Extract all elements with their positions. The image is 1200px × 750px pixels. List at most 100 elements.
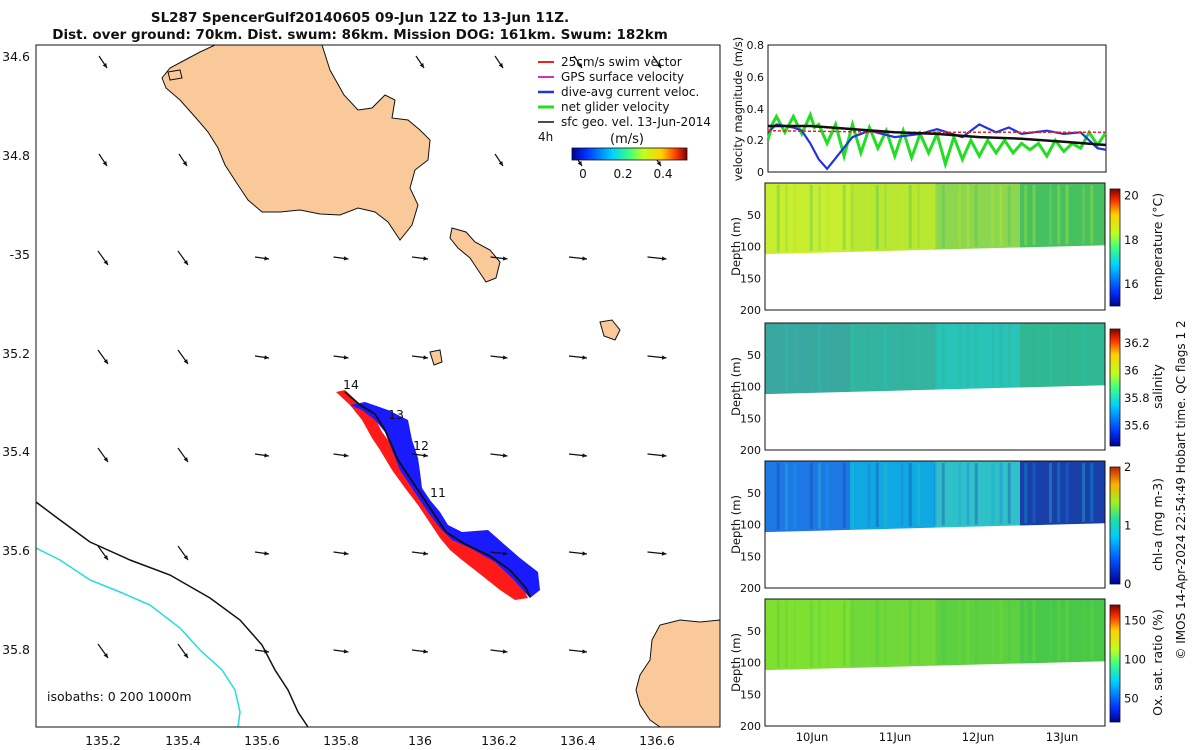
vel-ytick: 0.4 — [747, 103, 765, 116]
heatmap-colorbar — [1109, 328, 1121, 447]
geo-velocity-arrow — [490, 355, 508, 360]
geo-velocity-arrow — [177, 545, 189, 561]
geo-velocity-arrow — [411, 649, 429, 654]
legend-time-label: 4h — [538, 130, 553, 144]
track-current-swath — [350, 402, 540, 598]
geo-velocity-arrow — [411, 256, 429, 261]
geo-velocity-arrow — [254, 649, 270, 654]
depth-tick: 100 — [740, 241, 761, 254]
colorbar-label: salinity — [1150, 363, 1165, 408]
heatmap-frame — [764, 182, 1106, 311]
geo-velocity-arrow — [494, 153, 504, 167]
depth-tick: 200 — [740, 720, 761, 733]
map-frame — [35, 44, 721, 728]
legend-label-net: net glider velocity — [561, 100, 669, 114]
vel-series-sfc-geo-vel — [768, 124, 1107, 147]
geo-velocity-arrow — [494, 55, 504, 69]
colorbar-tick-label: 2 — [1124, 460, 1131, 474]
velocity-panel: 0 0.2 0.4 0.6 0.8 velocity magnitude (m/… — [731, 37, 1108, 182]
track-label-14: 14 — [343, 377, 359, 392]
vel-ytick: 0.6 — [747, 71, 765, 84]
heatmap-block — [765, 461, 850, 533]
geo-velocity-arrow — [98, 153, 108, 167]
depth-tick: 150 — [740, 550, 761, 563]
depth-tick: 200 — [740, 444, 761, 457]
track-swim-swath — [336, 390, 528, 600]
geo-velocity-arrow — [97, 447, 109, 463]
heatmap-block — [765, 323, 850, 395]
depth-axis-label: Depth (m) — [729, 495, 743, 554]
heatmap-block — [1020, 323, 1105, 388]
island-small-3 — [167, 69, 183, 81]
heatmap-block — [935, 599, 1020, 666]
speed-colorbar — [571, 147, 688, 161]
colorbar-tick-label: 150 — [1124, 614, 1146, 628]
heatmap-block — [935, 183, 1020, 250]
lat-tick-label: 35.4 — [2, 444, 30, 459]
lat-tick-label: 34.6 — [2, 49, 30, 64]
colorbar-tick-label: 50 — [1124, 692, 1139, 706]
geo-velocity-arrow — [333, 551, 349, 556]
time-tick: 10Jun — [796, 730, 829, 744]
vel-series-net-glider-velocity — [766, 110, 1108, 170]
geo-velocity-arrow — [411, 355, 429, 360]
geo-velocity-arrow — [415, 55, 425, 69]
vel-ylabel: velocity magnitude (m/s) — [731, 37, 745, 182]
lat-tick-label: 35.6 — [2, 543, 30, 558]
geo-velocity-arrow — [254, 355, 270, 360]
geo-velocity-arrow — [647, 355, 667, 360]
isobaths-label: isobaths: 0 200 1000m — [47, 689, 192, 704]
geo-velocity-arrow — [411, 453, 429, 458]
depth-tick: 100 — [740, 381, 761, 394]
velocity-frame — [767, 44, 1107, 173]
heatmap-block — [850, 183, 935, 252]
heatmap-colorbar — [1109, 604, 1121, 723]
lat-axis: 34.6 34.8 -35 35.2 35.4 35.6 35.8 — [2, 49, 30, 657]
heatmap-frame — [764, 322, 1106, 451]
map-panel: 34.6 34.8 -35 35.2 35.4 35.6 35.8 135.2 … — [2, 44, 721, 748]
heatmap-frame — [764, 460, 1106, 589]
track-label-13: 13 — [388, 407, 404, 422]
geo-velocity-arrow — [568, 551, 588, 556]
heatmap-panel-oxygen-saturation: 50 100 150 200 Depth (m) 50 100 150 Ox. sat. rat… — [729, 598, 1165, 733]
time-tick: 11Jun — [879, 730, 912, 744]
heatmap-panel-chl-a: 50 100 150 200 Depth (m) 0 1 2 chl-a (mg m-3) — [729, 460, 1165, 595]
colorbar-tick-label: 35.8 — [1124, 391, 1150, 405]
geo-velocity-arrow — [97, 545, 109, 561]
landmass-north — [161, 45, 431, 241]
lon-tick-label: 135.4 — [165, 733, 201, 748]
heatmap-block — [850, 599, 935, 668]
heatmap-block — [1020, 461, 1105, 526]
heatmap-block — [765, 599, 850, 671]
island-small-2 — [429, 349, 443, 366]
island-east-kangaroo — [449, 227, 501, 283]
lat-tick-label: 34.8 — [2, 148, 30, 163]
lon-axis: 135.2 135.4 135.6 135.8 136 136.2 136.4 … — [85, 733, 675, 748]
geo-velocity-arrow — [177, 643, 189, 659]
colorbar-label: Ox. sat. ratio (%) — [1150, 609, 1165, 716]
geo-velocity-arrow — [652, 55, 662, 69]
lon-tick-label: 136.6 — [639, 733, 675, 748]
title-line-2: Dist. over ground: 70km. Dist. swum: 86k… — [52, 27, 668, 43]
legend-label-geo: sfc geo. vel. 13-Jun-2014 — [561, 115, 711, 129]
lon-tick-label: 136.4 — [560, 733, 596, 748]
landmass-southeast — [635, 619, 720, 727]
colorbar-title: (m/s) — [610, 132, 644, 147]
depth-tick: 150 — [740, 272, 761, 285]
colorbar-tick-label: 1 — [1124, 519, 1131, 533]
geo-velocity-arrow — [97, 250, 109, 266]
isobath-1000m — [36, 547, 241, 727]
island-small-1 — [599, 319, 621, 341]
colorbar-tick-label: 36.2 — [1124, 336, 1150, 350]
colorbar-tick-label: 18 — [1124, 233, 1139, 247]
title-line-1: SL287 SpencerGulf20140605 09-Jun 12Z to … — [150, 10, 570, 26]
depth-axis-label: Depth (m) — [729, 633, 743, 692]
depth-tick: 150 — [740, 412, 761, 425]
geo-velocity-arrow — [177, 447, 189, 463]
heatmap-frame — [764, 598, 1106, 727]
geo-velocity-arrow — [647, 256, 667, 261]
heatmap-colorbar — [1109, 188, 1121, 307]
vel-ytick: 0 — [757, 166, 764, 179]
time-axis: 10Jun 11Jun 12Jun 13Jun — [796, 730, 1079, 744]
geo-velocity-arrow — [97, 349, 109, 365]
